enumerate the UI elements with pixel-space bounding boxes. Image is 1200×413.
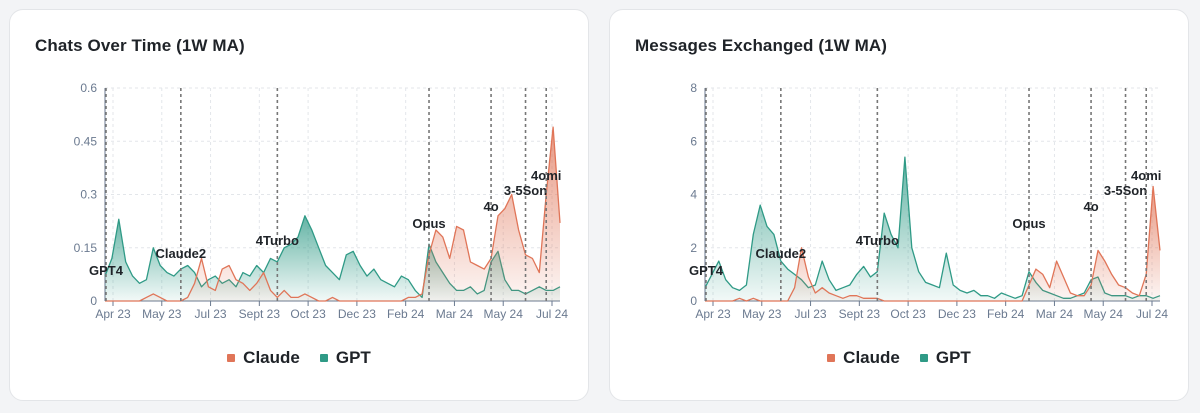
y-tick-label: 4 bbox=[690, 188, 697, 202]
x-tick-label: May 24 bbox=[1084, 307, 1124, 321]
legend-label: GPT bbox=[935, 348, 971, 367]
x-tick-label: Dec 23 bbox=[938, 307, 976, 321]
event-marker-label: Claude2 bbox=[756, 246, 807, 261]
y-tick-label: 0 bbox=[690, 294, 697, 308]
x-tick-label: May 23 bbox=[742, 307, 782, 321]
x-tick-label: Jul 23 bbox=[195, 307, 227, 321]
event-marker-label: 4o bbox=[1083, 199, 1098, 214]
x-tick-label: Feb 24 bbox=[987, 307, 1025, 321]
chart-title: Chats Over Time (1W MA) bbox=[35, 36, 245, 55]
gpt-series-area bbox=[705, 157, 1160, 301]
x-tick-label: Jul 24 bbox=[1136, 307, 1168, 321]
claude-series-area bbox=[705, 186, 1160, 301]
claude-series-area bbox=[105, 127, 560, 301]
event-marker-label: 4omi bbox=[531, 168, 561, 183]
y-tick-label: 0.15 bbox=[74, 241, 98, 255]
event-marker-label: GPT4 bbox=[89, 263, 124, 278]
event-marker-label: Claude2 bbox=[156, 246, 207, 261]
x-tick-label: Apr 23 bbox=[95, 307, 131, 321]
y-tick-label: 2 bbox=[690, 241, 697, 255]
y-tick-label: 8 bbox=[690, 81, 697, 95]
y-tick-label: 0.3 bbox=[80, 188, 97, 202]
legend-item-claude[interactable]: Claude bbox=[227, 348, 300, 368]
chart-legend: Claude GPT bbox=[610, 348, 1188, 368]
event-marker-label: 3-5Son bbox=[504, 183, 547, 198]
x-tick-label: Mar 24 bbox=[436, 307, 474, 321]
messages-exchanged-chart: 0 2 4 6 8 Apr 23 May 23 Jul 23 Sept 23 Oct 23 Dec … bbox=[689, 81, 1168, 321]
x-tick-label: Mar 24 bbox=[1036, 307, 1074, 321]
legend-label: Claude bbox=[843, 348, 900, 367]
gpt-swatch-icon bbox=[919, 354, 928, 362]
event-marker-label: 4Turbo bbox=[856, 233, 899, 248]
event-marker-label: 3-5Son bbox=[1104, 183, 1147, 198]
legend-item-gpt[interactable]: GPT bbox=[919, 348, 971, 368]
event-marker-label: 4omi bbox=[1131, 168, 1161, 183]
x-tick-label: Dec 23 bbox=[338, 307, 376, 321]
x-tick-label: May 23 bbox=[142, 307, 182, 321]
chats-over-time-card: Chats Over Time (1W MA) 0 0.15 0.3 0.45 0.6 A… bbox=[9, 9, 589, 401]
event-marker-label: Opus bbox=[412, 216, 445, 231]
chart-legend: Claude GPT bbox=[10, 348, 588, 368]
x-tick-label: Sept 23 bbox=[239, 307, 281, 321]
event-marker-label: 4Turbo bbox=[256, 233, 299, 248]
legend-item-gpt[interactable]: GPT bbox=[319, 348, 371, 368]
legend-item-claude[interactable]: Claude bbox=[827, 348, 900, 368]
x-tick-label: Oct 23 bbox=[890, 307, 926, 321]
event-marker-label: 4o bbox=[483, 199, 498, 214]
event-marker-label: Opus bbox=[1012, 216, 1045, 231]
gpt-series-line bbox=[704, 156, 1161, 299]
x-tick-label: Oct 23 bbox=[290, 307, 326, 321]
claude-swatch-icon bbox=[227, 354, 236, 362]
y-tick-label: 6 bbox=[690, 134, 697, 148]
x-tick-label: Sept 23 bbox=[839, 307, 881, 321]
x-tick-label: Feb 24 bbox=[387, 307, 425, 321]
gpt-swatch-icon bbox=[319, 354, 328, 362]
y-tick-label: 0.6 bbox=[80, 81, 97, 95]
y-tick-label: 0.45 bbox=[74, 134, 98, 148]
chart-title: Messages Exchanged (1W MA) bbox=[635, 36, 887, 55]
x-tick-label: Jul 24 bbox=[536, 307, 568, 321]
x-tick-label: Jul 23 bbox=[795, 307, 827, 321]
legend-label: GPT bbox=[335, 348, 371, 367]
messages-exchanged-card: Messages Exchanged (1W MA) 0 2 4 6 8 Apr 23 Ma… bbox=[609, 9, 1189, 401]
event-marker-label: GPT4 bbox=[689, 263, 724, 278]
chats-over-time-chart: 0 0.15 0.3 0.45 0.6 Apr 23 May 23 Jul 23 Sept 23… bbox=[74, 81, 569, 321]
x-tick-label: Apr 23 bbox=[695, 307, 731, 321]
y-tick-label: 0 bbox=[90, 294, 97, 308]
x-tick-label: May 24 bbox=[484, 307, 524, 321]
claude-swatch-icon bbox=[827, 354, 836, 362]
legend-label: Claude bbox=[243, 348, 300, 367]
